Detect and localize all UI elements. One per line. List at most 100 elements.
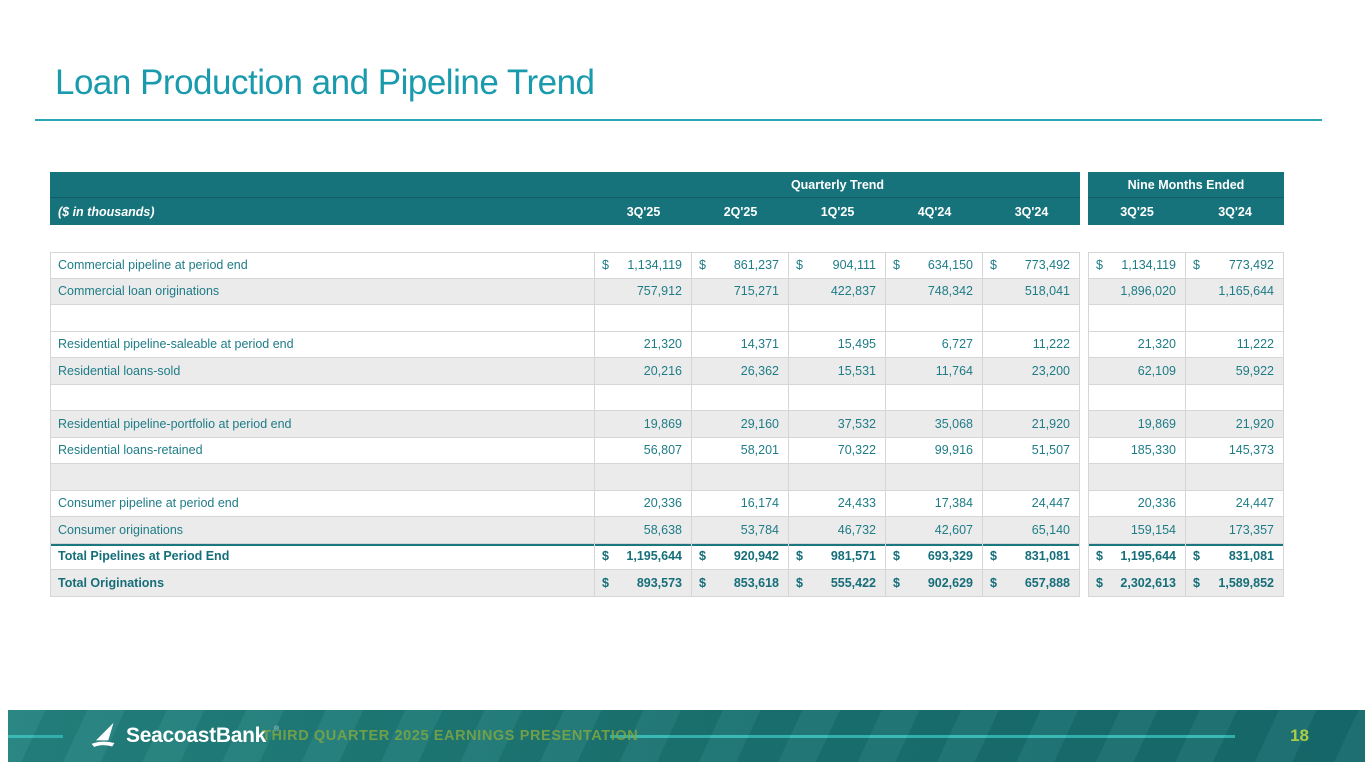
table-cell: 46,732 bbox=[789, 517, 886, 544]
cell-value: 19,869 bbox=[1137, 416, 1176, 431]
cell-value: 1,165,644 bbox=[1218, 284, 1274, 299]
table-cell: $920,942 bbox=[692, 543, 789, 570]
table-cell: $1,195,644 bbox=[595, 543, 692, 570]
cell-value: 173,357 bbox=[1228, 522, 1274, 537]
dollar-sign: $ bbox=[602, 575, 609, 590]
table-cell: $773,492 bbox=[1186, 252, 1284, 279]
table-cell: 26,362 bbox=[692, 358, 789, 385]
cell-value: 6,727 bbox=[941, 337, 973, 352]
cell-value: 46,732 bbox=[837, 522, 876, 537]
cell-value: 23,200 bbox=[1031, 363, 1070, 378]
table-cell: $893,573 bbox=[595, 570, 692, 597]
table-cell: 1,896,020 bbox=[1088, 278, 1186, 305]
cell-value: 773,492 bbox=[1228, 258, 1274, 273]
table-cell: $902,629 bbox=[886, 570, 983, 597]
units-label: ($ in thousands) bbox=[50, 198, 595, 225]
cell-value: 51,507 bbox=[1031, 443, 1070, 458]
sail-icon bbox=[91, 722, 115, 747]
table-cell: 145,373 bbox=[1186, 437, 1284, 464]
cell-value: 37,532 bbox=[837, 416, 876, 431]
table-row: Residential pipeline-saleable at period … bbox=[50, 331, 1284, 358]
row-label: Consumer originations bbox=[50, 517, 595, 544]
column-header-q1: 3Q'25 bbox=[595, 198, 692, 225]
cell-value: 56,807 bbox=[643, 443, 682, 458]
table-row: Residential loans-sold 20,216 26,362 15,531… bbox=[50, 358, 1284, 385]
row-label bbox=[50, 305, 595, 332]
table-cell: 56,807 bbox=[595, 437, 692, 464]
dollar-sign: $ bbox=[1096, 575, 1103, 590]
table-gutter bbox=[1080, 358, 1088, 385]
dollar-sign: $ bbox=[893, 549, 900, 564]
column-header-q2: 2Q'25 bbox=[692, 198, 789, 225]
cell-value: 902,629 bbox=[927, 575, 973, 590]
cell-value: 920,942 bbox=[733, 549, 779, 564]
cell-value: 53,784 bbox=[740, 522, 779, 537]
table-cell: 19,869 bbox=[1088, 411, 1186, 438]
cell-value: 11,222 bbox=[1236, 337, 1274, 352]
cell-value: 1,134,119 bbox=[627, 258, 682, 273]
dollar-sign: $ bbox=[796, 575, 803, 590]
table-row: Total Pipelines at Period End $1,195,644 $… bbox=[50, 543, 1284, 570]
table-cell: 21,320 bbox=[1088, 331, 1186, 358]
table-cell: $2,302,613 bbox=[1088, 570, 1186, 597]
cell-value: 14,371 bbox=[740, 337, 779, 352]
cell-value: 58,201 bbox=[740, 443, 779, 458]
table-cell: 14,371 bbox=[692, 331, 789, 358]
table-gutter bbox=[1080, 172, 1088, 198]
table-cell: 11,222 bbox=[983, 331, 1080, 358]
table-cell: 715,271 bbox=[692, 278, 789, 305]
table-cell: $1,589,852 bbox=[1186, 570, 1284, 597]
dollar-sign: $ bbox=[699, 575, 706, 590]
table-cell: $693,329 bbox=[886, 543, 983, 570]
table-cell: 518,041 bbox=[983, 278, 1080, 305]
table-cell: $853,618 bbox=[692, 570, 789, 597]
table-cell bbox=[886, 305, 983, 332]
table-cell: $981,571 bbox=[789, 543, 886, 570]
cell-value: 518,041 bbox=[1024, 284, 1070, 299]
cell-value: 29,160 bbox=[740, 416, 779, 431]
table-cell bbox=[1186, 384, 1284, 411]
dollar-sign: $ bbox=[990, 575, 997, 590]
table-row bbox=[50, 305, 1284, 332]
table-gutter bbox=[1080, 198, 1088, 225]
cell-value: 422,837 bbox=[830, 284, 876, 299]
table-cell: 23,200 bbox=[983, 358, 1080, 385]
cell-value: 26,362 bbox=[740, 363, 779, 378]
cell-value: 981,571 bbox=[830, 549, 876, 564]
column-header-nine-1: 3Q'25 bbox=[1088, 198, 1186, 225]
footer-left-line bbox=[8, 735, 63, 738]
table-cell: 65,140 bbox=[983, 517, 1080, 544]
table-row: Commercial loan originations 757,912 715,2… bbox=[50, 278, 1284, 305]
dollar-sign: $ bbox=[602, 549, 609, 564]
cell-value: 657,888 bbox=[1024, 575, 1070, 590]
cell-value: 15,495 bbox=[837, 337, 876, 352]
cell-value: 11,222 bbox=[1032, 337, 1070, 352]
table-cell: 159,154 bbox=[1088, 517, 1186, 544]
cell-value: 831,081 bbox=[1024, 549, 1070, 564]
cell-value: 693,329 bbox=[927, 549, 973, 564]
table-header-groups: Quarterly Trend Nine Months Ended bbox=[50, 172, 1284, 198]
table-gutter bbox=[1080, 490, 1088, 517]
brand-name: SeacoastBank bbox=[126, 724, 266, 747]
table-cell: $555,422 bbox=[789, 570, 886, 597]
row-label: Total Pipelines at Period End bbox=[50, 543, 595, 570]
dollar-sign: $ bbox=[1096, 258, 1103, 273]
table-cell: 20,336 bbox=[595, 490, 692, 517]
table-row: Residential loans-retained 56,807 58,201 70… bbox=[50, 437, 1284, 464]
table-cell: 58,638 bbox=[595, 517, 692, 544]
cell-value: 65,140 bbox=[1031, 522, 1070, 537]
cell-value: 24,447 bbox=[1235, 496, 1274, 511]
table-cell: $773,492 bbox=[983, 252, 1080, 279]
table-cell: 173,357 bbox=[1186, 517, 1284, 544]
footer-tagline: THIRD QUARTER 2025 EARNINGS PRESENTATION bbox=[262, 728, 639, 744]
table-cell: $1,195,644 bbox=[1088, 543, 1186, 570]
cell-value: 145,373 bbox=[1228, 443, 1274, 458]
table-cell: 21,920 bbox=[1186, 411, 1284, 438]
dollar-sign: $ bbox=[1096, 549, 1103, 564]
brand-registered-mark: ® bbox=[273, 726, 280, 733]
dollar-sign: $ bbox=[990, 549, 997, 564]
table-cell: 11,222 bbox=[1186, 331, 1284, 358]
table-cell: $831,081 bbox=[1186, 543, 1284, 570]
seacoast-logo: SeacoastBank ® bbox=[88, 710, 279, 762]
